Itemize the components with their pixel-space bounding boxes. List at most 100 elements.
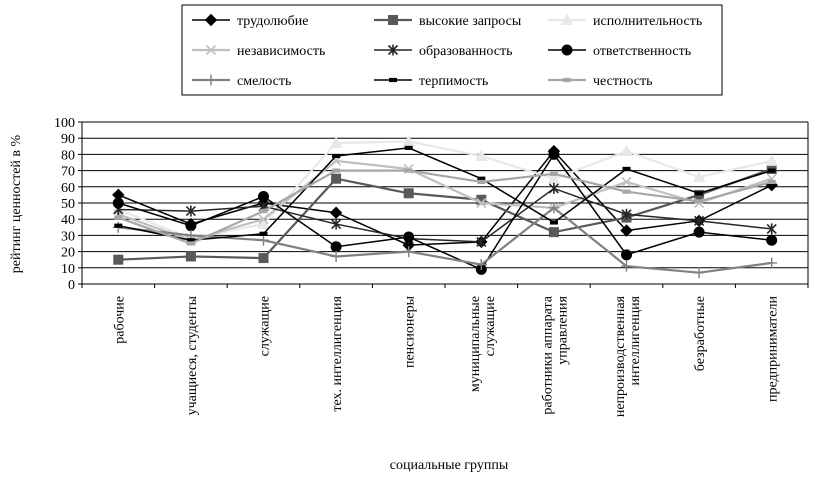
data-point (621, 208, 632, 220)
legend-box (181, 4, 723, 96)
data-point (766, 257, 778, 269)
data-point (548, 202, 560, 214)
svg-text:учащиеся, студенты: учащиеся, студенты (185, 295, 200, 415)
legend-label: высокие запросы (419, 14, 522, 29)
svg-text:тех. интеллигенция: тех. интеллигенция (330, 295, 345, 411)
legend-label: образованность (419, 44, 512, 59)
legend-label: терпимость (419, 74, 488, 89)
legend-item-высокие-запросы: высокие запросы (374, 14, 522, 29)
legend-label: независимость (237, 44, 325, 59)
data-point (258, 214, 269, 225)
data-point (329, 136, 343, 149)
legend-item-образованность: образованность (374, 44, 512, 59)
x-axis-label: социальные группы (390, 458, 509, 473)
x-tick-label: безработные (693, 296, 708, 371)
y-tick-label: 100 (54, 116, 75, 131)
x-tick-label: тех. интеллигенция (330, 295, 345, 411)
x-tick-label: непроизводственнаяинтеллигенция (613, 295, 643, 417)
legend-item-независимость: независимость (192, 44, 325, 59)
data-point (330, 250, 342, 262)
svg-text:работники аппаратауправления: работники аппаратауправления (540, 295, 570, 414)
data-point (695, 191, 704, 196)
data-point (549, 220, 558, 225)
x-tick-label: пенсионеры (403, 295, 418, 368)
data-point (767, 179, 776, 185)
legend-marker (204, 13, 218, 27)
series-высокие-запросы (113, 163, 777, 265)
x-tick-label: муниципальныеслужащие (468, 296, 498, 392)
legend-item-трудолюбие: трудолюбие (192, 13, 308, 29)
series-line (118, 147, 772, 242)
data-point (695, 199, 704, 204)
svg-text:безработные: безработные (693, 296, 708, 371)
series-line (118, 206, 772, 274)
data-point (693, 226, 705, 238)
data-point (331, 218, 342, 230)
legend-label: смелость (237, 74, 291, 89)
y-tick-label: 0 (68, 278, 75, 293)
data-point (258, 234, 269, 246)
y-tick-label: 30 (61, 229, 75, 244)
data-point (404, 145, 413, 151)
data-point (693, 267, 705, 279)
svg-text:непроизводственнаяинтеллигенци: непроизводственнаяинтеллигенция (613, 295, 643, 417)
data-point (766, 223, 777, 235)
y-tick-label: 20 (61, 246, 75, 261)
legend-item-терпимость: терпимость (374, 74, 488, 89)
data-point (477, 179, 486, 185)
data-point (767, 168, 776, 173)
data-point (548, 182, 559, 194)
data-point (475, 259, 487, 271)
data-point (765, 154, 779, 166)
data-point (332, 168, 341, 173)
legend-marker (205, 74, 217, 86)
data-point (692, 170, 706, 183)
data-point (621, 176, 632, 188)
data-point (549, 171, 558, 176)
data-point (474, 149, 488, 162)
data-point (622, 166, 631, 172)
legend-marker (387, 44, 399, 56)
legend-marker (560, 13, 574, 25)
data-point (112, 197, 124, 209)
legend-marker (561, 44, 573, 56)
data-point (621, 260, 632, 272)
data-point (403, 246, 415, 258)
data-point (114, 223, 123, 228)
x-tick-label: предприниматели (766, 296, 781, 403)
y-axis-label: рейтинг ценностей в % (9, 134, 24, 273)
data-point (332, 153, 341, 159)
series-lines (111, 134, 779, 279)
data-point (113, 254, 124, 265)
svg-text:предприниматели: предприниматели (766, 296, 781, 403)
data-point (548, 148, 560, 160)
y-tick-label: 10 (61, 262, 75, 277)
legend-marker (563, 77, 571, 83)
data-point (694, 215, 705, 227)
data-point (186, 241, 195, 246)
series-line (118, 153, 772, 271)
data-point (548, 227, 559, 238)
data-point (766, 234, 778, 246)
series-line (117, 169, 772, 245)
series-ответственность (112, 148, 778, 275)
data-point (403, 231, 415, 243)
data-point (621, 249, 632, 261)
legend-item-ответственность: ответственность (548, 44, 691, 59)
series-line (117, 159, 773, 242)
y-tick-label: 90 (61, 132, 75, 147)
series-терпимость (114, 145, 776, 243)
data-point (185, 251, 196, 262)
data-point (476, 236, 487, 248)
data-point (620, 224, 633, 237)
y-tick-label: 40 (61, 213, 75, 228)
series-line (118, 167, 773, 261)
y-tick-label: 70 (61, 165, 75, 180)
series-line (118, 187, 772, 243)
x-tick-label: работники аппаратауправления (540, 295, 570, 414)
data-point (258, 253, 269, 264)
data-point (476, 197, 487, 209)
y-tick-label: 60 (61, 181, 75, 196)
